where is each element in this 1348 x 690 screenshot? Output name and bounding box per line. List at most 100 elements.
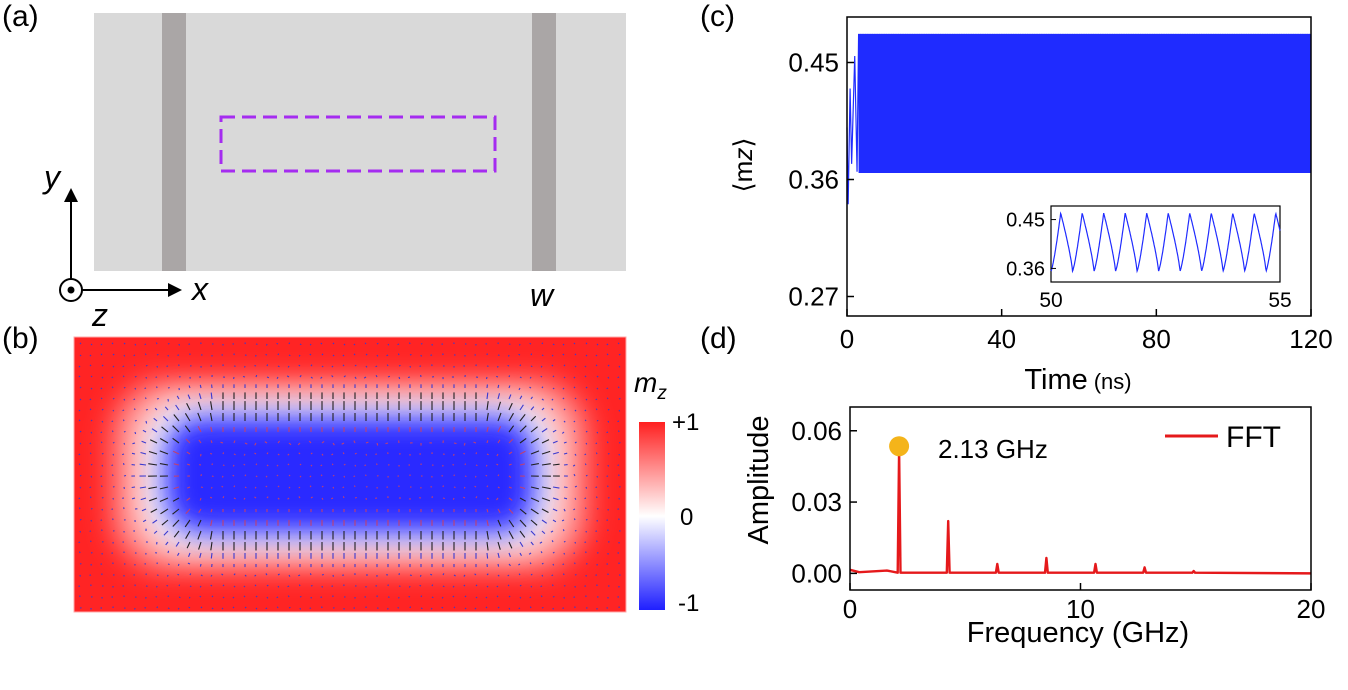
field-arrow — [485, 464, 488, 467]
c-inset-x-tick-label: 50 — [1039, 289, 1062, 312]
field-arrow — [332, 442, 335, 446]
field-arrow — [173, 463, 180, 466]
d-x-tick-label: 0 — [843, 594, 857, 624]
field-arrow — [508, 375, 511, 378]
field-arrow — [408, 595, 411, 598]
field-arrow — [552, 519, 557, 523]
field-arrow — [463, 452, 466, 455]
panel-d-chart: 0 10 20 0.00 0.03 0.06 Frequency (GHz) Amplit… — [743, 406, 1325, 649]
field-arrow — [332, 474, 335, 477]
field-arrow — [142, 429, 147, 433]
field-arrow — [497, 426, 502, 433]
field-arrow — [508, 519, 515, 528]
field-arrow — [198, 541, 202, 550]
field-arrow — [519, 395, 523, 400]
field-arrow — [112, 409, 115, 412]
field-arrow — [159, 463, 169, 466]
field-arrow — [185, 508, 191, 514]
field-arrow — [78, 497, 81, 500]
field-arrow — [409, 606, 412, 609]
field-arrow — [573, 420, 576, 423]
field-arrow — [486, 453, 489, 456]
field-arrow — [299, 374, 302, 378]
field-arrow — [90, 475, 93, 478]
field-arrow — [163, 416, 169, 422]
field-arrow — [617, 376, 620, 379]
field-arrow — [530, 365, 533, 368]
field-arrow — [486, 508, 489, 513]
field-arrow — [563, 408, 566, 411]
field-arrow — [541, 508, 549, 513]
field-arrow — [540, 365, 543, 368]
field-arrow — [288, 442, 292, 446]
field-arrow — [254, 574, 257, 577]
field-arrow — [331, 497, 334, 500]
field-arrow — [244, 606, 247, 609]
field-arrow — [528, 552, 532, 555]
field-arrow — [496, 463, 499, 466]
panel-a-schematic: y x z w — [42, 13, 626, 330]
field-arrow — [78, 541, 81, 544]
field-arrow — [122, 453, 125, 456]
field-arrow — [551, 584, 554, 587]
c-y-axis-title: ⟨mz⟩ — [728, 138, 758, 193]
field-arrow — [518, 353, 521, 356]
field-arrow — [353, 353, 356, 356]
field-arrow — [519, 437, 527, 444]
field-arrow — [243, 595, 246, 598]
field-arrow — [173, 414, 180, 422]
field-arrow — [90, 419, 93, 422]
field-arrow — [287, 365, 290, 368]
field-arrow — [199, 384, 202, 389]
field-arrow — [309, 475, 312, 478]
field-arrow — [541, 354, 544, 357]
field-arrow — [530, 541, 534, 546]
field-arrow — [266, 376, 270, 379]
field-arrow — [211, 475, 214, 478]
field-arrow — [233, 453, 236, 456]
field-arrow — [90, 519, 93, 522]
field-arrow — [265, 607, 268, 610]
field-arrow — [595, 442, 598, 445]
field-arrow — [309, 573, 312, 576]
field-arrow — [221, 607, 224, 610]
field-arrow — [277, 585, 280, 588]
field-arrow — [529, 606, 532, 609]
field-arrow — [376, 442, 379, 446]
field-arrow — [485, 474, 488, 477]
field-arrow — [89, 408, 92, 411]
field-arrow — [562, 397, 565, 400]
field-arrow — [310, 464, 313, 467]
field-arrow — [606, 441, 609, 444]
field-arrow — [200, 606, 203, 609]
field-arrow — [519, 541, 524, 547]
field-arrow — [485, 606, 488, 609]
field-arrow — [574, 453, 577, 456]
field-arrow — [242, 375, 246, 378]
field-arrow — [343, 475, 346, 478]
field-arrow — [496, 497, 499, 501]
field-arrow — [255, 475, 258, 478]
field-arrow — [220, 441, 224, 444]
field-arrow — [186, 486, 191, 489]
field-arrow — [507, 574, 510, 577]
field-arrow — [140, 497, 147, 501]
field-arrow — [595, 486, 598, 489]
field-arrow — [508, 508, 514, 514]
field-arrow — [617, 430, 620, 433]
field-arrow — [363, 376, 367, 379]
field-arrow — [474, 607, 477, 610]
field-arrow — [111, 342, 114, 345]
field-arrow — [552, 486, 560, 489]
field-arrow — [155, 342, 158, 345]
field-arrow — [184, 519, 191, 528]
c-x-tick-label: 0 — [840, 324, 854, 354]
field-arrow — [519, 450, 526, 455]
field-arrow — [320, 376, 323, 379]
field-arrow — [530, 486, 540, 490]
field-arrow — [79, 442, 82, 445]
field-arrow — [508, 530, 514, 540]
field-arrow — [552, 429, 557, 433]
field-arrow — [507, 354, 510, 357]
field-arrow — [222, 464, 225, 467]
